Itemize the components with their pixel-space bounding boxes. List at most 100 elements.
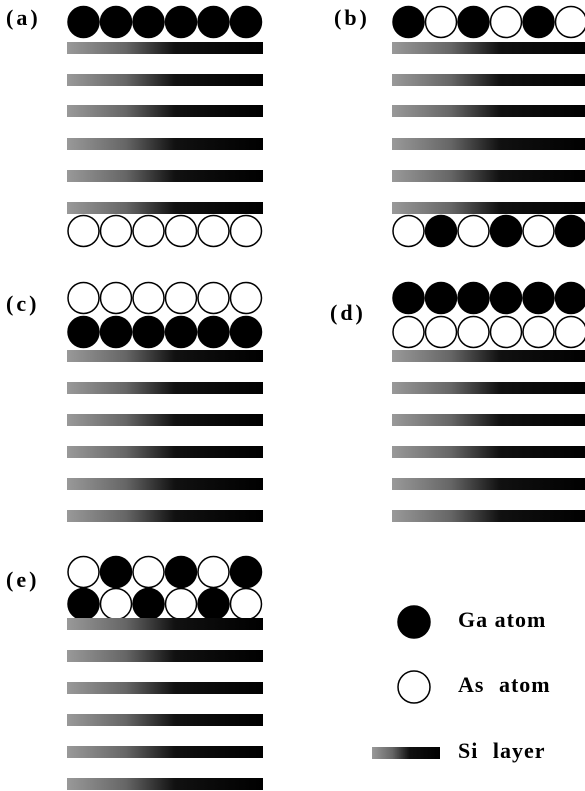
ga-atom bbox=[101, 7, 132, 38]
si-layer bbox=[67, 105, 263, 117]
as-atom bbox=[166, 283, 197, 314]
si-layer bbox=[392, 202, 585, 214]
si-layer bbox=[67, 382, 263, 394]
ga-atom bbox=[198, 7, 229, 38]
as-atom bbox=[68, 283, 99, 314]
si-layer bbox=[392, 170, 585, 182]
ga-atom bbox=[458, 7, 489, 38]
as-atom bbox=[133, 557, 164, 588]
si-layer bbox=[392, 382, 585, 394]
ga-atom bbox=[231, 557, 262, 588]
si-layer bbox=[392, 350, 585, 362]
panel-label: (a) bbox=[6, 5, 41, 30]
ga-atom bbox=[491, 283, 522, 314]
si-layer bbox=[67, 42, 263, 54]
si-layer bbox=[392, 510, 585, 522]
ga-atom bbox=[426, 283, 457, 314]
si-layer bbox=[67, 350, 263, 362]
as-atom bbox=[166, 216, 197, 247]
si-layer bbox=[392, 105, 585, 117]
ga-atom bbox=[198, 589, 229, 620]
as-atom bbox=[101, 216, 132, 247]
as-atom bbox=[68, 216, 99, 247]
si-layer bbox=[392, 74, 585, 86]
si-layer bbox=[67, 510, 263, 522]
ga-atom bbox=[101, 557, 132, 588]
si-layer bbox=[392, 478, 585, 490]
ga-atom bbox=[68, 589, 99, 620]
si-layer bbox=[392, 414, 585, 426]
si-layer bbox=[67, 170, 263, 182]
si-layer bbox=[67, 74, 263, 86]
panel-label: (c) bbox=[6, 291, 39, 316]
as-atom bbox=[198, 216, 229, 247]
figure: (a) (b) (c) (d) (e) Ga atom As atom Si l… bbox=[0, 0, 585, 791]
as-atom bbox=[523, 216, 554, 247]
legend-label: Si layer bbox=[458, 738, 546, 763]
as-atom bbox=[491, 317, 522, 348]
si-layer bbox=[392, 138, 585, 150]
legend-ga-symbol bbox=[398, 606, 430, 638]
ga-atom bbox=[458, 283, 489, 314]
legend-si-symbol bbox=[372, 747, 440, 759]
as-atom bbox=[166, 589, 197, 620]
as-atom bbox=[393, 216, 424, 247]
as-atom bbox=[101, 589, 132, 620]
si-layer bbox=[67, 682, 263, 694]
ga-atom bbox=[556, 216, 585, 247]
as-atom bbox=[458, 317, 489, 348]
ga-atom bbox=[231, 7, 262, 38]
legend-label: Ga atom bbox=[458, 607, 546, 632]
as-atom bbox=[231, 216, 262, 247]
as-atom bbox=[231, 283, 262, 314]
as-atom bbox=[231, 589, 262, 620]
ga-atom bbox=[133, 589, 164, 620]
ga-atom bbox=[556, 283, 585, 314]
ga-atom bbox=[101, 317, 132, 348]
si-layer bbox=[67, 138, 263, 150]
ga-atom bbox=[68, 7, 99, 38]
as-atom bbox=[458, 216, 489, 247]
ga-atom bbox=[166, 317, 197, 348]
as-atom bbox=[198, 283, 229, 314]
si-layer bbox=[67, 414, 263, 426]
as-atom bbox=[393, 317, 424, 348]
ga-atom bbox=[426, 216, 457, 247]
ga-atom bbox=[133, 317, 164, 348]
si-layer bbox=[67, 714, 263, 726]
si-layer bbox=[392, 446, 585, 458]
as-atom bbox=[523, 317, 554, 348]
as-atom bbox=[101, 283, 132, 314]
as-atom bbox=[426, 7, 457, 38]
si-layer bbox=[67, 478, 263, 490]
ga-atom bbox=[523, 283, 554, 314]
panel-label: (d) bbox=[330, 300, 366, 325]
ga-atom bbox=[166, 557, 197, 588]
si-layer bbox=[67, 446, 263, 458]
as-atom bbox=[133, 283, 164, 314]
ga-atom bbox=[231, 317, 262, 348]
legend-as-symbol bbox=[398, 671, 430, 703]
si-layer bbox=[67, 618, 263, 630]
as-atom bbox=[198, 557, 229, 588]
as-atom bbox=[426, 317, 457, 348]
panel-label: (e) bbox=[6, 567, 39, 592]
si-layer bbox=[67, 778, 263, 790]
ga-atom bbox=[523, 7, 554, 38]
ga-atom bbox=[166, 7, 197, 38]
si-layer bbox=[67, 202, 263, 214]
as-atom bbox=[68, 557, 99, 588]
ga-atom bbox=[393, 283, 424, 314]
as-atom bbox=[491, 7, 522, 38]
si-layer bbox=[67, 746, 263, 758]
panel-label: (b) bbox=[334, 5, 370, 30]
ga-atom bbox=[393, 7, 424, 38]
ga-atom bbox=[133, 7, 164, 38]
legend-label: As atom bbox=[458, 672, 551, 697]
as-atom bbox=[133, 216, 164, 247]
si-layer bbox=[67, 650, 263, 662]
ga-atom bbox=[491, 216, 522, 247]
as-atom bbox=[556, 317, 585, 348]
ga-atom bbox=[68, 317, 99, 348]
ga-atom bbox=[198, 317, 229, 348]
